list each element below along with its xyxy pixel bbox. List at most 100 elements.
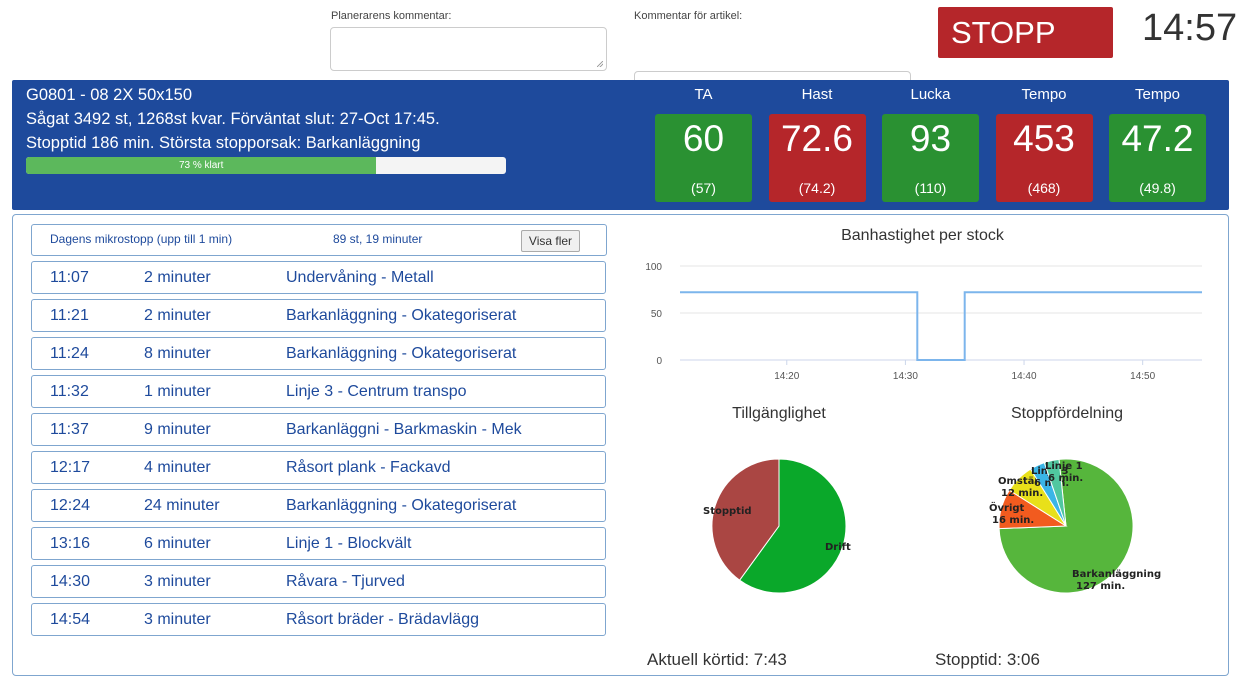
metric-tile: 453 (468) (995, 114, 1093, 202)
metric-title: Lucka (910, 86, 951, 103)
stop-time-cell: 11:37 (50, 421, 89, 438)
stop-row[interactable]: 12:17 4 minuter Råsort plank - Fackavd (31, 451, 606, 484)
y-tick-label: 100 (645, 262, 662, 273)
pie-label: Linje 1 (1045, 461, 1083, 472)
pie-label: Barkanläggning (1072, 569, 1161, 580)
stop-time-cell: 11:32 (50, 383, 89, 400)
metric-title: TA (694, 86, 713, 103)
x-tick-label: 14:20 (774, 371, 799, 382)
x-tick-label: 14:50 (1130, 371, 1155, 382)
speed-chart-title: Banhastighet per stock (841, 227, 1004, 244)
stop-duration-cell: 6 minuter (144, 535, 211, 552)
metric-reference: (110) (914, 180, 947, 196)
metric-tile: 72.6 (74.2) (768, 114, 866, 202)
availability-pie-chart: Drift Stopptid (703, 458, 851, 594)
stop-time-cell: 14:54 (50, 611, 91, 628)
x-tick-label: 14:40 (1012, 371, 1037, 382)
stop-reason-cell: Barkanläggning - Okategoriserat (286, 307, 517, 324)
planner-comment-label: Planerarens kommentar: (331, 10, 452, 22)
stop-reason-cell: Barkanläggning - Okategoriserat (286, 497, 517, 514)
order-progress-text: Sågat 3492 st, 1268st kvar. Förväntat sl… (26, 110, 440, 128)
stop-reason-cell: Linje 1 - Blockvält (286, 535, 412, 552)
clock: 14:57 (1142, 7, 1238, 49)
order-stop-text: Stopptid 186 min. Största stopporsak: Ba… (26, 134, 421, 152)
order-progress-bar: 73 % klart (26, 157, 506, 174)
stop-duration-cell: 2 minuter (144, 269, 211, 286)
pie-slice-drift (738, 458, 847, 594)
metric-title: Tempo (1134, 86, 1181, 103)
metric-tile: 60 (57) (655, 114, 752, 202)
stop-duration-cell: 1 minuter (144, 383, 211, 400)
stop-duration-cell: 2 minuter (144, 307, 211, 324)
metric-tile: 93 (110) (882, 114, 979, 202)
pie-label: Omställ (998, 476, 1041, 487)
stop-row[interactable]: 14:54 3 minuter Råsort bräder - Brädavlägg (31, 603, 606, 636)
pie-label: Övrigt (989, 500, 1025, 514)
stop-row[interactable]: 12:24 24 minuter Barkanläggning - Okategor… (31, 489, 606, 522)
stop-time-cell: 12:17 (50, 459, 91, 476)
x-tick-label: 14:30 (893, 371, 918, 382)
show-more-button[interactable]: Visa fler (521, 230, 580, 252)
pie-slice-linje-1 (1043, 458, 1067, 527)
pie-value: 6 min. (1048, 473, 1083, 484)
metric-value: 453 (1013, 118, 1075, 159)
stop-duration-cell: 4 minuter (144, 459, 211, 476)
pie-slice-stopptid (711, 458, 780, 581)
article-comment-label: Kommentar för artikel: (634, 10, 743, 22)
stop-time-cell: 11:07 (50, 269, 89, 286)
stop-row[interactable]: 11:07 2 minuter Undervåning - Metall (31, 261, 606, 294)
metric-value: 60 (682, 118, 725, 159)
microstop-summary: Dagens mikrostopp (upp till 1 min) 89 st… (31, 224, 607, 256)
stop-reason-cell: Barkanläggning - Okategoriserat (286, 345, 517, 362)
stop-reason-cell: Råvara - Tjurved (286, 573, 405, 590)
stop-reason-cell: Barkanläggni - Barkmaskin - Mek (286, 421, 522, 438)
metric-reference: (57) (691, 180, 716, 196)
speed-series-line (680, 291, 1202, 361)
stop-row[interactable]: 13:16 6 minuter Linje 1 - Blockvält (31, 527, 606, 560)
stop-time-cell: 13:16 (50, 535, 91, 552)
order-progress-fill: 73 % klart (26, 157, 377, 174)
stop-time: Stopptid: 3:06 (935, 650, 1040, 669)
metric-reference: (468) (1027, 180, 1061, 196)
stop-row[interactable]: 11:32 1 minuter Linje 3 - Centrum transpo (31, 375, 606, 408)
y-tick-label: 50 (651, 309, 663, 320)
y-tick-label: 0 (656, 356, 662, 367)
stop-time-cell: 14:30 (50, 573, 91, 590)
stop-time-cell: 12:24 (50, 497, 91, 514)
cycle-time: Aktuell körtid: 7:43 (647, 650, 787, 669)
metric-value: 93 (909, 118, 952, 159)
stop-row[interactable]: 14:30 3 minuter Råvara - Tjurved (31, 565, 606, 598)
microstop-label: Dagens mikrostopp (upp till 1 min) (50, 232, 233, 246)
availability-chart-title: Tillgänglighet (732, 405, 826, 422)
pie-label: Drift (825, 542, 851, 553)
order-title: G0801 - 08 2X 50x150 (26, 86, 193, 104)
stop-reason-cell: Undervåning - Metall (286, 269, 434, 286)
metric-reference: (49.8) (1139, 180, 1176, 196)
stop-distribution-title: Stoppfördelning (1010, 405, 1124, 422)
stop-duration-cell: 9 minuter (144, 421, 211, 438)
planner-comment-field[interactable] (330, 27, 607, 71)
pie-value: 12 min. (1001, 488, 1043, 499)
speed-line-chart: 0 50 100 14:20 14:30 14:40 14:50 (645, 262, 1202, 382)
stop-time-cell: 11:21 (50, 307, 89, 324)
stop-duration-cell: 8 minuter (144, 345, 211, 362)
stop-duration-cell: 3 minuter (144, 573, 211, 590)
pie-value: 127 min. (1076, 581, 1125, 592)
stop-row[interactable]: 11:24 8 minuter Barkanläggning - Okategori… (31, 337, 606, 370)
stop-reason-cell: Linje 3 - Centrum transpo (286, 383, 467, 400)
pie-value: 16 min. (992, 515, 1034, 526)
metric-value: 47.2 (1121, 118, 1194, 159)
stop-button[interactable]: STOPP (938, 7, 1113, 58)
stop-reason-cell: Råsort plank - Fackavd (286, 459, 451, 476)
stop-row[interactable]: 11:37 9 minuter Barkanläggni - Barkmaskin … (31, 413, 606, 446)
metric-title: Tempo (1021, 86, 1067, 103)
metric-value: 72.6 (780, 118, 853, 159)
stop-reason-cell: Råsort bräder - Brädavlägg (286, 611, 479, 628)
microstop-count: 89 st, 19 minuter (333, 232, 423, 246)
order-panel: G0801 - 08 2X 50x150 Sågat 3492 st, 1268… (12, 80, 1229, 210)
stop-duration-cell: 3 minuter (144, 611, 211, 628)
stop-row[interactable]: 11:21 2 minuter Barkanläggning - Okategori… (31, 299, 606, 332)
stop-time-cell: 11:24 (50, 345, 89, 362)
metric-reference: (74.2) (798, 180, 836, 196)
